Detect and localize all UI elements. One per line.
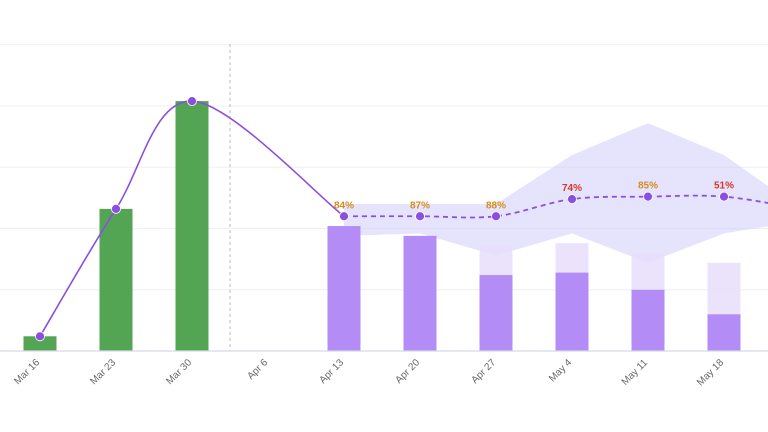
point-labels: 84% 87% 88% 74% 85% 51%	[334, 181, 734, 212]
point-percent-label: 51%	[714, 181, 734, 192]
forecast-bar	[479, 275, 513, 351]
x-tick-label: Mar 30	[164, 357, 194, 387]
forecast-bar	[555, 272, 589, 351]
trend-point	[643, 191, 653, 202]
trend-point	[339, 211, 349, 222]
forecast-bar-upper	[479, 245, 513, 276]
point-percent-label: 87%	[410, 200, 430, 211]
point-percent-label: 84%	[334, 200, 354, 211]
x-tick-label: May 11	[620, 357, 651, 388]
forecast-bar-upper	[555, 243, 589, 273]
forecast-bar	[707, 314, 741, 351]
trend-point	[35, 331, 45, 342]
x-tick-label: Apr 20	[394, 357, 423, 386]
trend-point	[567, 194, 577, 205]
point-percent-label: 85%	[638, 181, 658, 192]
bars	[23, 101, 741, 351]
actual-bar	[175, 101, 209, 351]
x-tick-label: Apr 13	[318, 357, 347, 386]
point-percent-label: 74%	[562, 183, 582, 194]
forecast-bar	[403, 235, 437, 351]
actual-bar	[99, 208, 133, 351]
trend-points	[35, 96, 729, 342]
x-tick-label: Apr 6	[245, 357, 270, 382]
trend-point	[187, 96, 197, 106]
x-tick-label: May 4	[547, 357, 574, 384]
trend-point	[415, 211, 425, 222]
trend-point	[719, 191, 729, 202]
trend-point	[491, 211, 501, 222]
x-tick-labels: Mar 16 Mar 23 Mar 30 Apr 6 Apr 13 Apr 20 Apr 2…	[12, 357, 726, 388]
actual-bar	[23, 336, 57, 351]
trend-point	[111, 203, 121, 214]
forecast-bar-upper	[631, 253, 665, 290]
point-percent-label: 88%	[486, 200, 506, 211]
confidence-band-area	[344, 123, 768, 263]
forecast-bar	[631, 289, 665, 351]
x-tick-label: Apr 27	[470, 357, 499, 386]
x-tick-label: May 18	[695, 357, 726, 388]
confidence-band	[344, 123, 768, 263]
x-tick-label: Mar 16	[12, 357, 42, 387]
forecast-bar	[327, 226, 361, 351]
forecast-bar-upper	[707, 262, 741, 315]
x-tick-label: Mar 23	[88, 357, 118, 387]
trend-line-actual	[39, 100, 345, 337]
